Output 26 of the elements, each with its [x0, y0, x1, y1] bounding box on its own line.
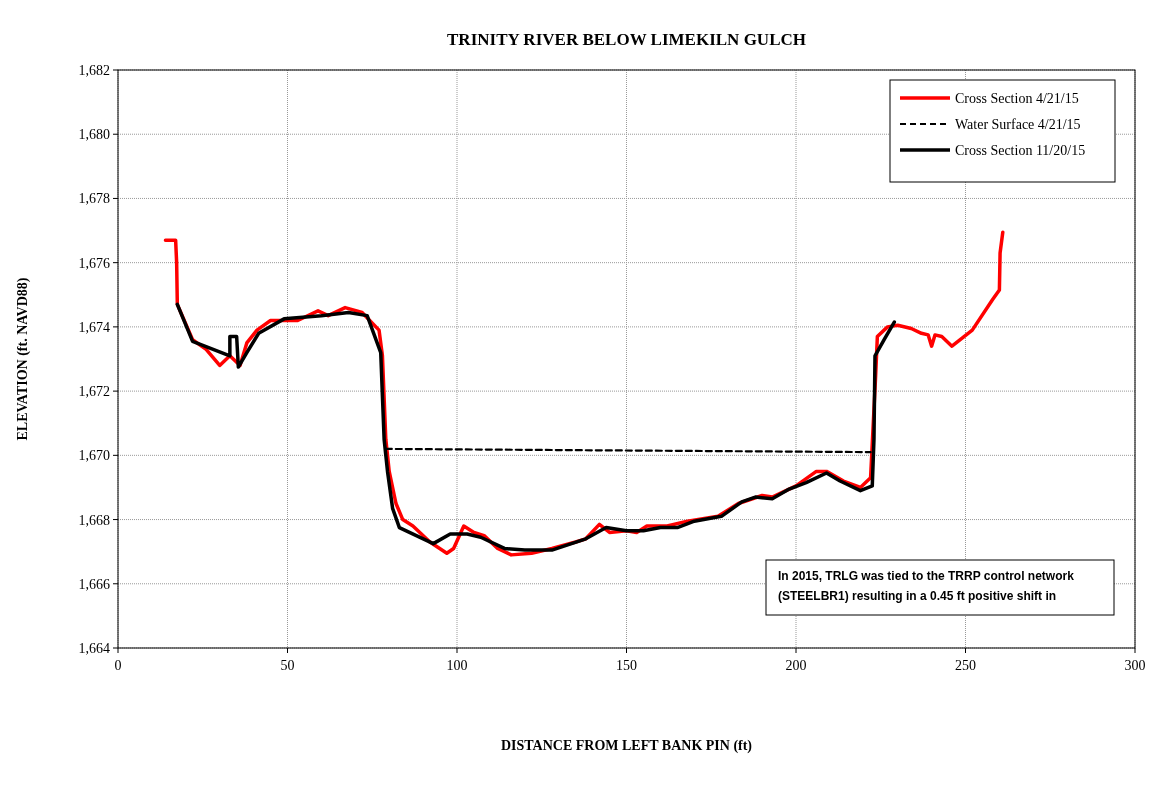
- x-axis-title: DISTANCE FROM LEFT BANK PIN (ft): [500, 738, 753, 754]
- y-tick-label: 1,666: [78, 576, 110, 592]
- y-tick-label: 1,680: [78, 127, 110, 143]
- x-tick-label: 100: [446, 658, 468, 673]
- y-tick-label: 1,682: [78, 63, 110, 78]
- x-tick-label: 50: [280, 658, 295, 673]
- legend-label: Cross Section 11/20/15: [955, 143, 1086, 158]
- note-box: In 2015, TRLG was tied to the TRRP control network (STEELBR1) resulting in a 0.45 ft positive shift in: [765, 559, 1115, 616]
- y-tick-label: 1,672: [78, 384, 110, 400]
- y-tick-label: 1,664: [78, 641, 110, 656]
- x-tick-label: 200: [785, 658, 807, 673]
- x-tick-label: 250: [955, 658, 976, 673]
- y-tick-label: 1,670: [78, 448, 110, 464]
- y-tick-label: 1,668: [78, 512, 110, 528]
- x-tick-label: 0: [114, 658, 122, 673]
- line-series: [175, 302, 897, 552]
- y-tick-label: 1,674: [78, 319, 110, 335]
- legend-label: Cross Section 4/21/15: [955, 91, 1079, 106]
- legend-label: Water Surface 4/21/15: [955, 117, 1081, 132]
- annotation: In 2015, TRLG was tied to the TRRP control network (STEELBR1) resulting in a 0.45 ft positive shift in: [778, 569, 1075, 603]
- chart-title: TRINITY RIVER BELOW LIMEKILN GULCH: [447, 30, 806, 49]
- y-tick-label: 1,678: [78, 191, 110, 207]
- x-tick-label: 150: [616, 658, 637, 673]
- y-tick-label: 1,676: [78, 255, 110, 271]
- x-tick-label: 300: [1124, 658, 1146, 673]
- y-axis-title: ELEVATION (ft. NAVD88): [15, 277, 31, 441]
